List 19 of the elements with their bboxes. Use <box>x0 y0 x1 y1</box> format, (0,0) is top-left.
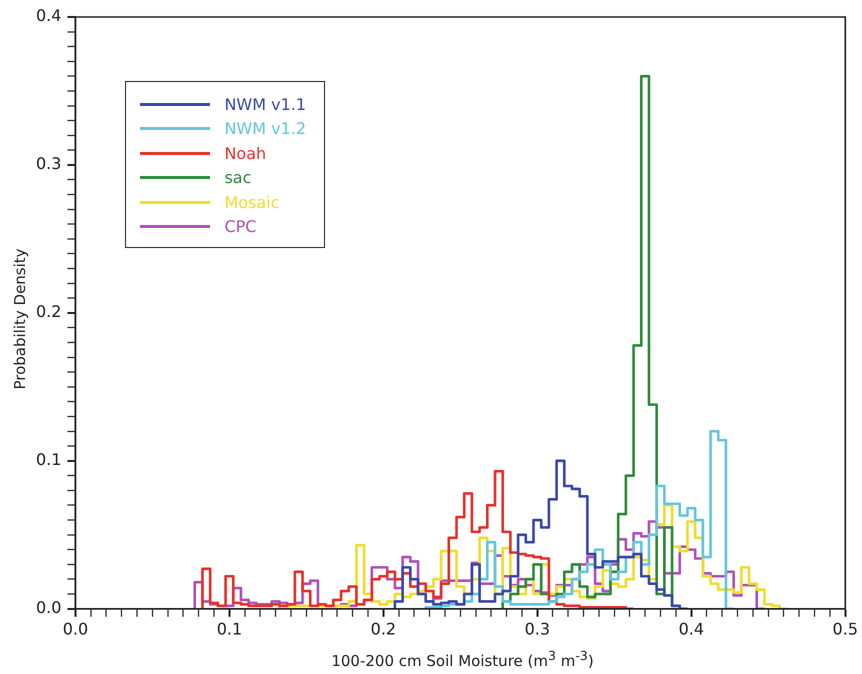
y-tick-label: 0.1 <box>36 450 62 470</box>
legend-label: sac <box>224 168 252 188</box>
legend-label: Noah <box>224 144 266 163</box>
x-tick-label: 0.5 <box>832 620 858 639</box>
x-axis-title: 100-200 cm Soil Moisture (m$^{3}$ m$^{-3}$) <box>330 648 595 670</box>
legend-label: NWM v1.2 <box>224 119 306 138</box>
legend-label: NWM v1.1 <box>224 94 306 114</box>
y-tick-label: 0.0 <box>36 598 62 617</box>
x-tick-label: 0.3 <box>524 620 550 639</box>
y-tick-label: 0.2 <box>36 302 62 322</box>
x-tick-label: 0.1 <box>216 620 242 639</box>
legend-label: CPC <box>224 217 256 236</box>
legend-label: Mosaic <box>224 192 280 212</box>
y-axis-title: Probability Density <box>11 247 29 392</box>
x-tick-label: 0.2 <box>370 620 396 639</box>
x-tick-label: 0.0 <box>62 620 88 639</box>
y-tick-label: 0.3 <box>36 154 62 174</box>
y-tick-label: 0.4 <box>36 6 62 26</box>
x-tick-label: 0.4 <box>678 620 704 639</box>
